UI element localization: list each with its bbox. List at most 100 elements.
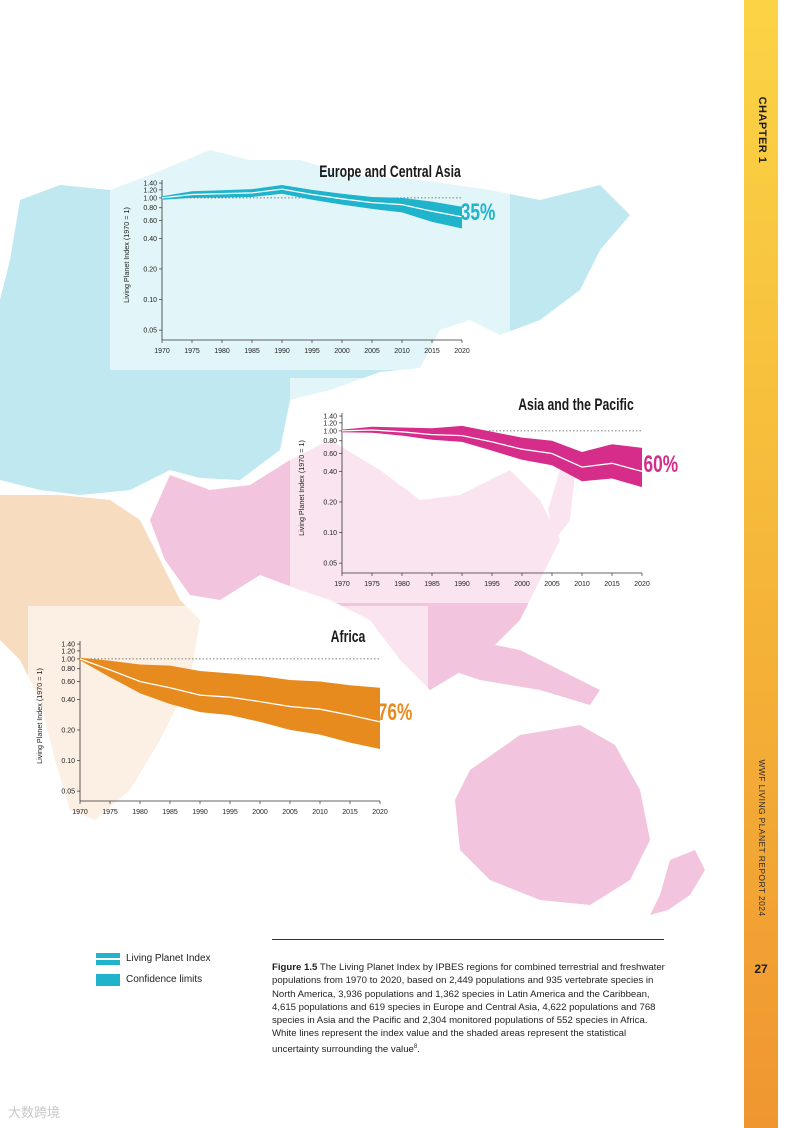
- y-tick-label: 0.20: [61, 727, 75, 734]
- y-tick-label: 0.40: [61, 697, 75, 704]
- x-tick-label: 1970: [334, 581, 350, 588]
- percent-change-label: -35%: [455, 199, 496, 225]
- y-tick-label: 0.40: [323, 469, 337, 476]
- x-tick-label: 2005: [364, 348, 380, 355]
- x-tick-label: 2000: [334, 348, 350, 355]
- x-tick-label: 1995: [222, 809, 238, 816]
- chart-panel: [290, 378, 690, 603]
- x-tick-label: 2015: [342, 809, 358, 816]
- confidence-swatch: [96, 973, 120, 986]
- x-tick-label: 2015: [424, 348, 440, 355]
- index-line-swatch: [96, 952, 120, 965]
- y-tick-label: 1.00: [61, 656, 75, 663]
- x-tick-label: 1980: [132, 809, 148, 816]
- confidence-band: [80, 657, 380, 749]
- map-australia: [455, 725, 650, 905]
- y-tick-label: 0.60: [323, 451, 337, 458]
- caption-text: The Living Planet Index by IPBES regions…: [272, 962, 665, 1055]
- x-tick-label: 1970: [72, 809, 88, 816]
- watermark: 大数跨境: [8, 1106, 61, 1121]
- legend-item-index: Living Planet Index: [96, 948, 211, 969]
- page-number: 27: [754, 962, 768, 976]
- x-tick-label: 1995: [304, 348, 320, 355]
- x-tick-label: 1975: [102, 809, 118, 816]
- confidence-band: [342, 425, 642, 488]
- y-tick-label: 1.20: [143, 187, 157, 194]
- y-axis-label: Living Planet Index (1970 = 1): [297, 440, 306, 536]
- x-tick-label: 1985: [424, 581, 440, 588]
- y-tick-label: 0.40: [143, 236, 157, 243]
- y-axis-label: Living Planet Index (1970 = 1): [122, 207, 131, 303]
- y-tick-label: 1.40: [143, 180, 157, 187]
- y-tick-label: 1.00: [323, 428, 337, 435]
- x-tick-label: 1980: [394, 581, 410, 588]
- chart-africa: 0.05 0.10 0.20 0.40 0.60 0.80 1.001.201.40 1970…: [28, 606, 428, 831]
- x-tick-label: 1975: [364, 581, 380, 588]
- figure-caption: Figure 1.5 The Living Planet Index by IP…: [272, 961, 668, 1056]
- percent-change-label: - 60%: [633, 451, 678, 477]
- x-tick-label: 1985: [244, 348, 260, 355]
- x-tick-label: 2020: [372, 809, 388, 816]
- legend: Living Planet Index Confidence limits: [96, 948, 211, 990]
- index-line: [341, 429, 643, 473]
- legend-item-confidence: Confidence limits: [96, 969, 211, 990]
- report-title: WWF LIVING PLANET REPORT 2024: [757, 759, 767, 917]
- x-tick-label: 1995: [484, 581, 500, 588]
- x-tick-label: 1990: [454, 581, 470, 588]
- y-tick-label: 0.60: [143, 218, 157, 225]
- y-tick-label: 0.60: [61, 679, 75, 686]
- y-tick-label: 1.20: [323, 420, 337, 427]
- confidence-band: [162, 185, 462, 229]
- x-tick-label: 1970: [154, 348, 170, 355]
- x-tick-label: 2000: [252, 809, 268, 816]
- x-tick-label: 2000: [514, 581, 530, 588]
- chapter-label: CHAPTER 1: [756, 96, 768, 164]
- y-tick-label: 0.10: [143, 297, 157, 304]
- caption-divider: [272, 939, 664, 940]
- footnote-marker: 8: [413, 1043, 418, 1050]
- chart-panel: [110, 145, 510, 370]
- y-tick-label: 0.10: [61, 758, 75, 765]
- x-tick-label: 1990: [274, 348, 290, 355]
- legend-label: Living Planet Index: [126, 953, 211, 964]
- chart-title: Europe and Central Asia: [319, 163, 461, 181]
- x-tick-label: 2005: [544, 581, 560, 588]
- x-tick-label: 2020: [634, 581, 650, 588]
- y-tick-label: 0.05: [323, 561, 337, 568]
- chart-europe-central-asia: 0.05 0.10 0.20 0.40 0.60 0.80 1.001.201.40 1970…: [110, 145, 510, 370]
- y-tick-label: 0.20: [143, 266, 157, 273]
- figure-label: Figure 1.5: [272, 962, 318, 973]
- map-new-zealand: [650, 850, 705, 915]
- x-tick-label: 2010: [394, 348, 410, 355]
- x-tick-label: 1990: [192, 809, 208, 816]
- chart-title: Africa: [331, 628, 366, 646]
- map-islands: [400, 620, 600, 705]
- x-tick-label: 2005: [282, 809, 298, 816]
- x-tick-label: 1980: [214, 348, 230, 355]
- y-tick-label: 0.05: [143, 328, 157, 335]
- y-axis-label: Living Planet Index (1970 = 1): [35, 668, 44, 764]
- y-tick-label: 0.80: [61, 666, 75, 673]
- x-tick-label: 2015: [604, 581, 620, 588]
- x-tick-label: 1975: [184, 348, 200, 355]
- y-tick-label: 1.20: [61, 648, 75, 655]
- index-line: [161, 188, 463, 218]
- y-tick-label: 1.40: [61, 641, 75, 648]
- legend-label: Confidence limits: [126, 974, 203, 985]
- y-tick-label: 0.20: [323, 499, 337, 506]
- index-line: [79, 658, 381, 723]
- x-tick-label: 1985: [162, 809, 178, 816]
- y-tick-label: 0.05: [61, 789, 75, 796]
- y-tick-label: 0.10: [323, 530, 337, 537]
- y-tick-label: 1.40: [323, 413, 337, 420]
- x-tick-label: 2020: [454, 348, 470, 355]
- x-tick-label: 2010: [574, 581, 590, 588]
- percent-change-label: -76%: [372, 699, 413, 725]
- x-tick-label: 2010: [312, 809, 328, 816]
- caption-end: .: [417, 1043, 420, 1055]
- y-tick-label: 0.80: [143, 205, 157, 212]
- y-tick-label: 1.00: [143, 195, 157, 202]
- chapter-sidebar: [744, 0, 778, 1128]
- chart-title: Asia and the Pacific: [518, 396, 634, 414]
- y-tick-label: 0.80: [323, 438, 337, 445]
